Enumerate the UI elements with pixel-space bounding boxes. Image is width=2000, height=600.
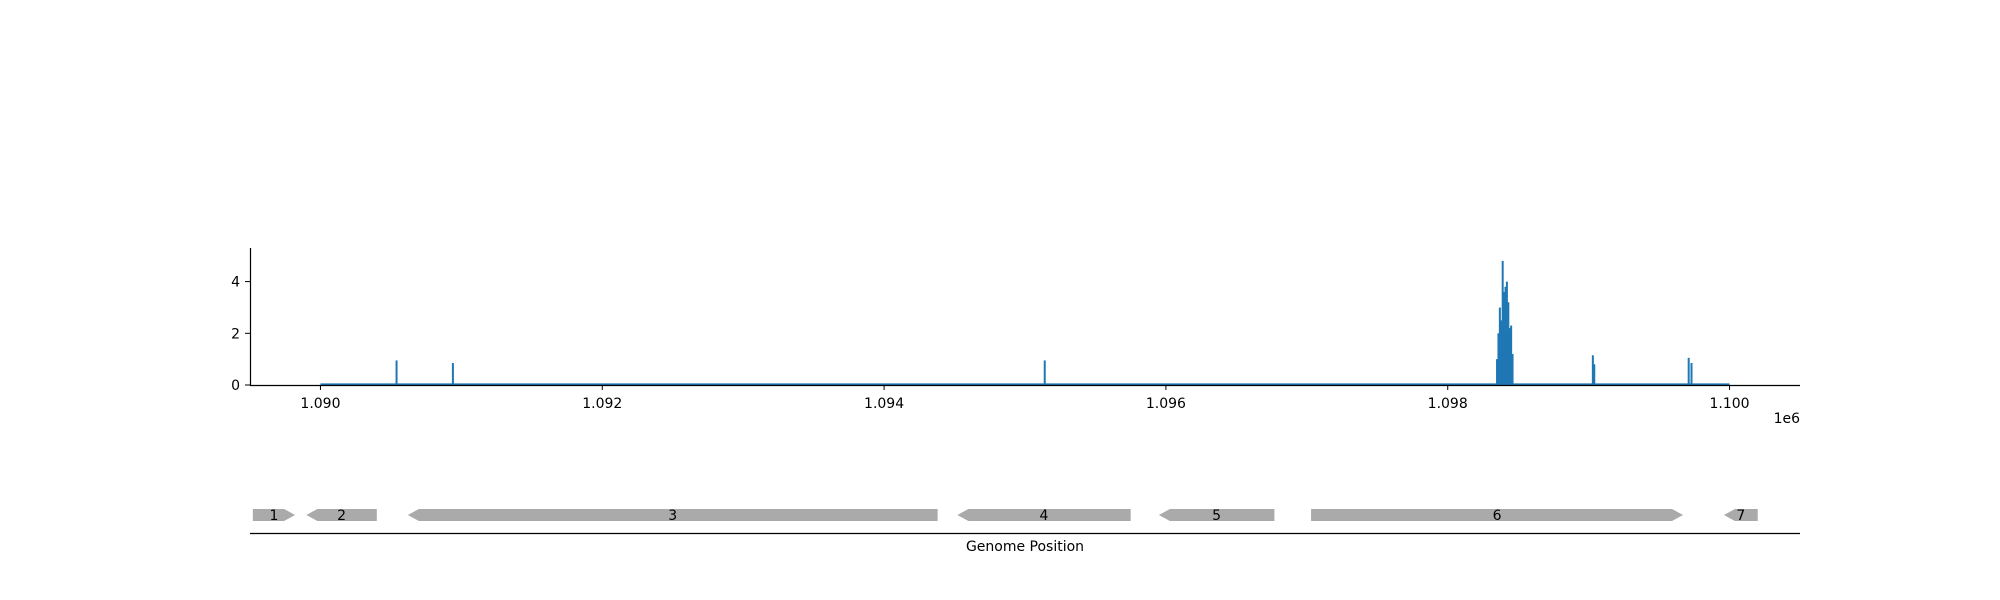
x-tick-label: 1.090 [300, 396, 340, 412]
gene-feature-label: 3 [668, 508, 677, 524]
y-tick-label: 0 [231, 378, 240, 394]
x-axis-ticks: 1.090 1.092 1.094 1.096 1.098 1.100 [300, 385, 1750, 412]
y-tick-label: 2 [231, 326, 240, 342]
x-tick-label: 1.092 [582, 396, 622, 412]
gene-feature-label: 7 [1736, 508, 1745, 524]
gene-feature-label: 5 [1212, 508, 1221, 524]
gene-feature-label: 4 [1040, 508, 1049, 524]
gene-feature-label: 6 [1493, 508, 1502, 524]
x-tick-label: 1.094 [864, 396, 904, 412]
x-tick-label: 1.098 [1428, 396, 1468, 412]
gene-feature-arrow [1158, 509, 1275, 521]
x-tick-label: 1.100 [1709, 396, 1749, 412]
coverage-plot: 0 2 4 1.090 1.092 1.094 1.096 1.098 1.100 1e6 [231, 248, 1800, 427]
gene-track-xlabel: Genome Position [966, 539, 1084, 555]
y-axis-ticks: 0 2 4 [231, 275, 250, 394]
gene-features: 1 2 3 4 5 6 7 [252, 508, 1758, 524]
gene-feature-arrow [306, 509, 377, 521]
y-tick-label: 4 [231, 275, 240, 291]
x-axis-offset-label: 1e6 [1774, 411, 1801, 427]
gene-feature-arrow [1311, 509, 1684, 521]
coverage-bars [320, 260, 1730, 386]
gene-feature-arrow [252, 509, 296, 521]
gene-feature-arrow [1723, 509, 1758, 521]
gene-feature-label: 2 [337, 508, 346, 524]
gene-feature-arrow [957, 509, 1131, 521]
x-tick-label: 1.096 [1146, 396, 1186, 412]
gene-feature-arrow [407, 509, 938, 521]
gene-track: 1 2 3 4 5 6 7 Genome Position [250, 508, 1800, 555]
gene-feature-label: 1 [269, 508, 278, 524]
